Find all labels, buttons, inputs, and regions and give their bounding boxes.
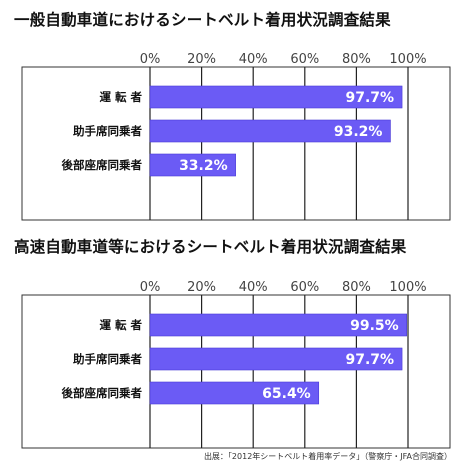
chart-1-category-label: 後部座席同乗者 bbox=[62, 158, 143, 172]
chart-2-tick-label: 20% bbox=[187, 280, 216, 295]
chart-2-tick-label: 80% bbox=[342, 280, 371, 295]
chart-1-tick-label: 20% bbox=[187, 52, 216, 67]
chart-2-tick-label: 60% bbox=[290, 280, 319, 295]
chart-1-tick-label: 80% bbox=[342, 52, 371, 67]
chart-2-bar bbox=[149, 347, 403, 371]
chart-1-bar bbox=[149, 153, 236, 177]
chart-1-tick-label: 60% bbox=[290, 52, 319, 67]
chart-1-bar-value-label: 93.2% bbox=[334, 124, 383, 140]
chart-2-bar bbox=[149, 313, 408, 337]
chart-1-tick-label: 100% bbox=[389, 52, 426, 67]
chart-1-title: 一般自動車道におけるシートベルト着用状況調査結果 bbox=[14, 11, 391, 29]
chart-1-tick-label: 40% bbox=[239, 52, 268, 67]
chart-1-tick-label: 0% bbox=[140, 52, 161, 67]
chart-1-bar bbox=[149, 119, 391, 143]
source-note: 出展：「2012年シートベルト着用率データ」（警察庁・JFA合同調査） bbox=[203, 452, 452, 461]
chart-2-bar-value-label: 99.5% bbox=[350, 318, 399, 334]
chart-1-category-label: 助手席同乗者 bbox=[73, 124, 142, 138]
chart-2-tick-label: 40% bbox=[239, 280, 268, 295]
chart-2-category-label: 助手席同乗者 bbox=[73, 352, 142, 366]
chart-1-bar-value-label: 97.7% bbox=[345, 90, 394, 106]
chart-2-bar-value-label: 97.7% bbox=[345, 352, 394, 368]
chart-2-tick-label: 0% bbox=[140, 280, 161, 295]
chart-2-tick-label: 100% bbox=[389, 280, 426, 295]
chart-2: 0% 20% 40% 60% 80% 100% 運 転 者 99.5% 助手席同乗者 97.7% 後… bbox=[21, 280, 451, 449]
chart-1: 0% 20% 40% 60% 80% 100% 運 転 者 97.7% 助手席同乗者 93.2% 後… bbox=[21, 52, 451, 221]
chart-2-category-label: 運 転 者 bbox=[99, 318, 142, 332]
chart-1-bar bbox=[149, 85, 403, 109]
chart-1-category-label: 運 転 者 bbox=[99, 90, 142, 104]
chart-2-category-label: 後部座席同乗者 bbox=[62, 386, 143, 400]
chart-2-title: 高速自動車道等におけるシートベルト着用状況調査結果 bbox=[14, 238, 407, 256]
chart-2-bar bbox=[149, 381, 320, 405]
chart-2-bar-value-label: 65.4% bbox=[262, 386, 311, 402]
chart-1-bar-value-label: 33.2% bbox=[179, 158, 228, 174]
